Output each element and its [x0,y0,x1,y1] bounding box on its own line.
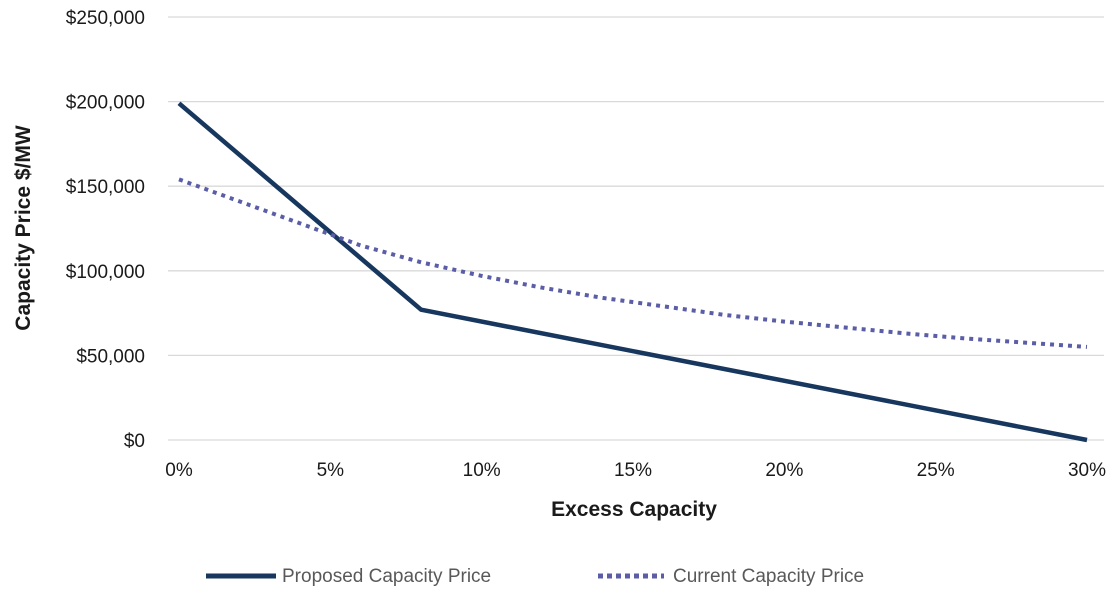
y-tick-label: $50,000 [76,346,145,367]
series-line-current [178,177,1088,349]
y-tick-label: $0 [124,431,145,452]
y-tick-label: $200,000 [66,93,145,114]
x-tick-label: 15% [614,460,652,481]
y-tick-label: $250,000 [66,8,145,29]
legend: Proposed Capacity Price Current Capacity… [206,566,864,587]
x-tick-label: 20% [765,460,803,481]
x-axis-title: Excess Capacity [551,498,717,521]
series-line-proposed [177,101,1088,443]
y-axis-ticks: $0 $50,000 $100,000 $150,000 $200,000 $250,00… [66,8,145,452]
x-tick-label: 25% [917,460,955,481]
x-tick-label: 10% [463,460,501,481]
legend-label-proposed: Proposed Capacity Price [282,566,491,587]
legend-label-current: Current Capacity Price [673,566,864,587]
x-tick-label: 0% [165,460,193,481]
y-tick-label: $100,000 [66,262,145,283]
y-axis-title: Capacity Price $/MW [12,125,35,331]
x-tick-label: 30% [1068,460,1106,481]
y-tick-label: $150,000 [66,177,145,198]
series-lines [177,101,1088,443]
x-axis-ticks: 0% 5% 10% 15% 20% 25% 30% [165,460,1106,481]
gridlines [168,16,1104,441]
x-tick-label: 5% [317,460,345,481]
